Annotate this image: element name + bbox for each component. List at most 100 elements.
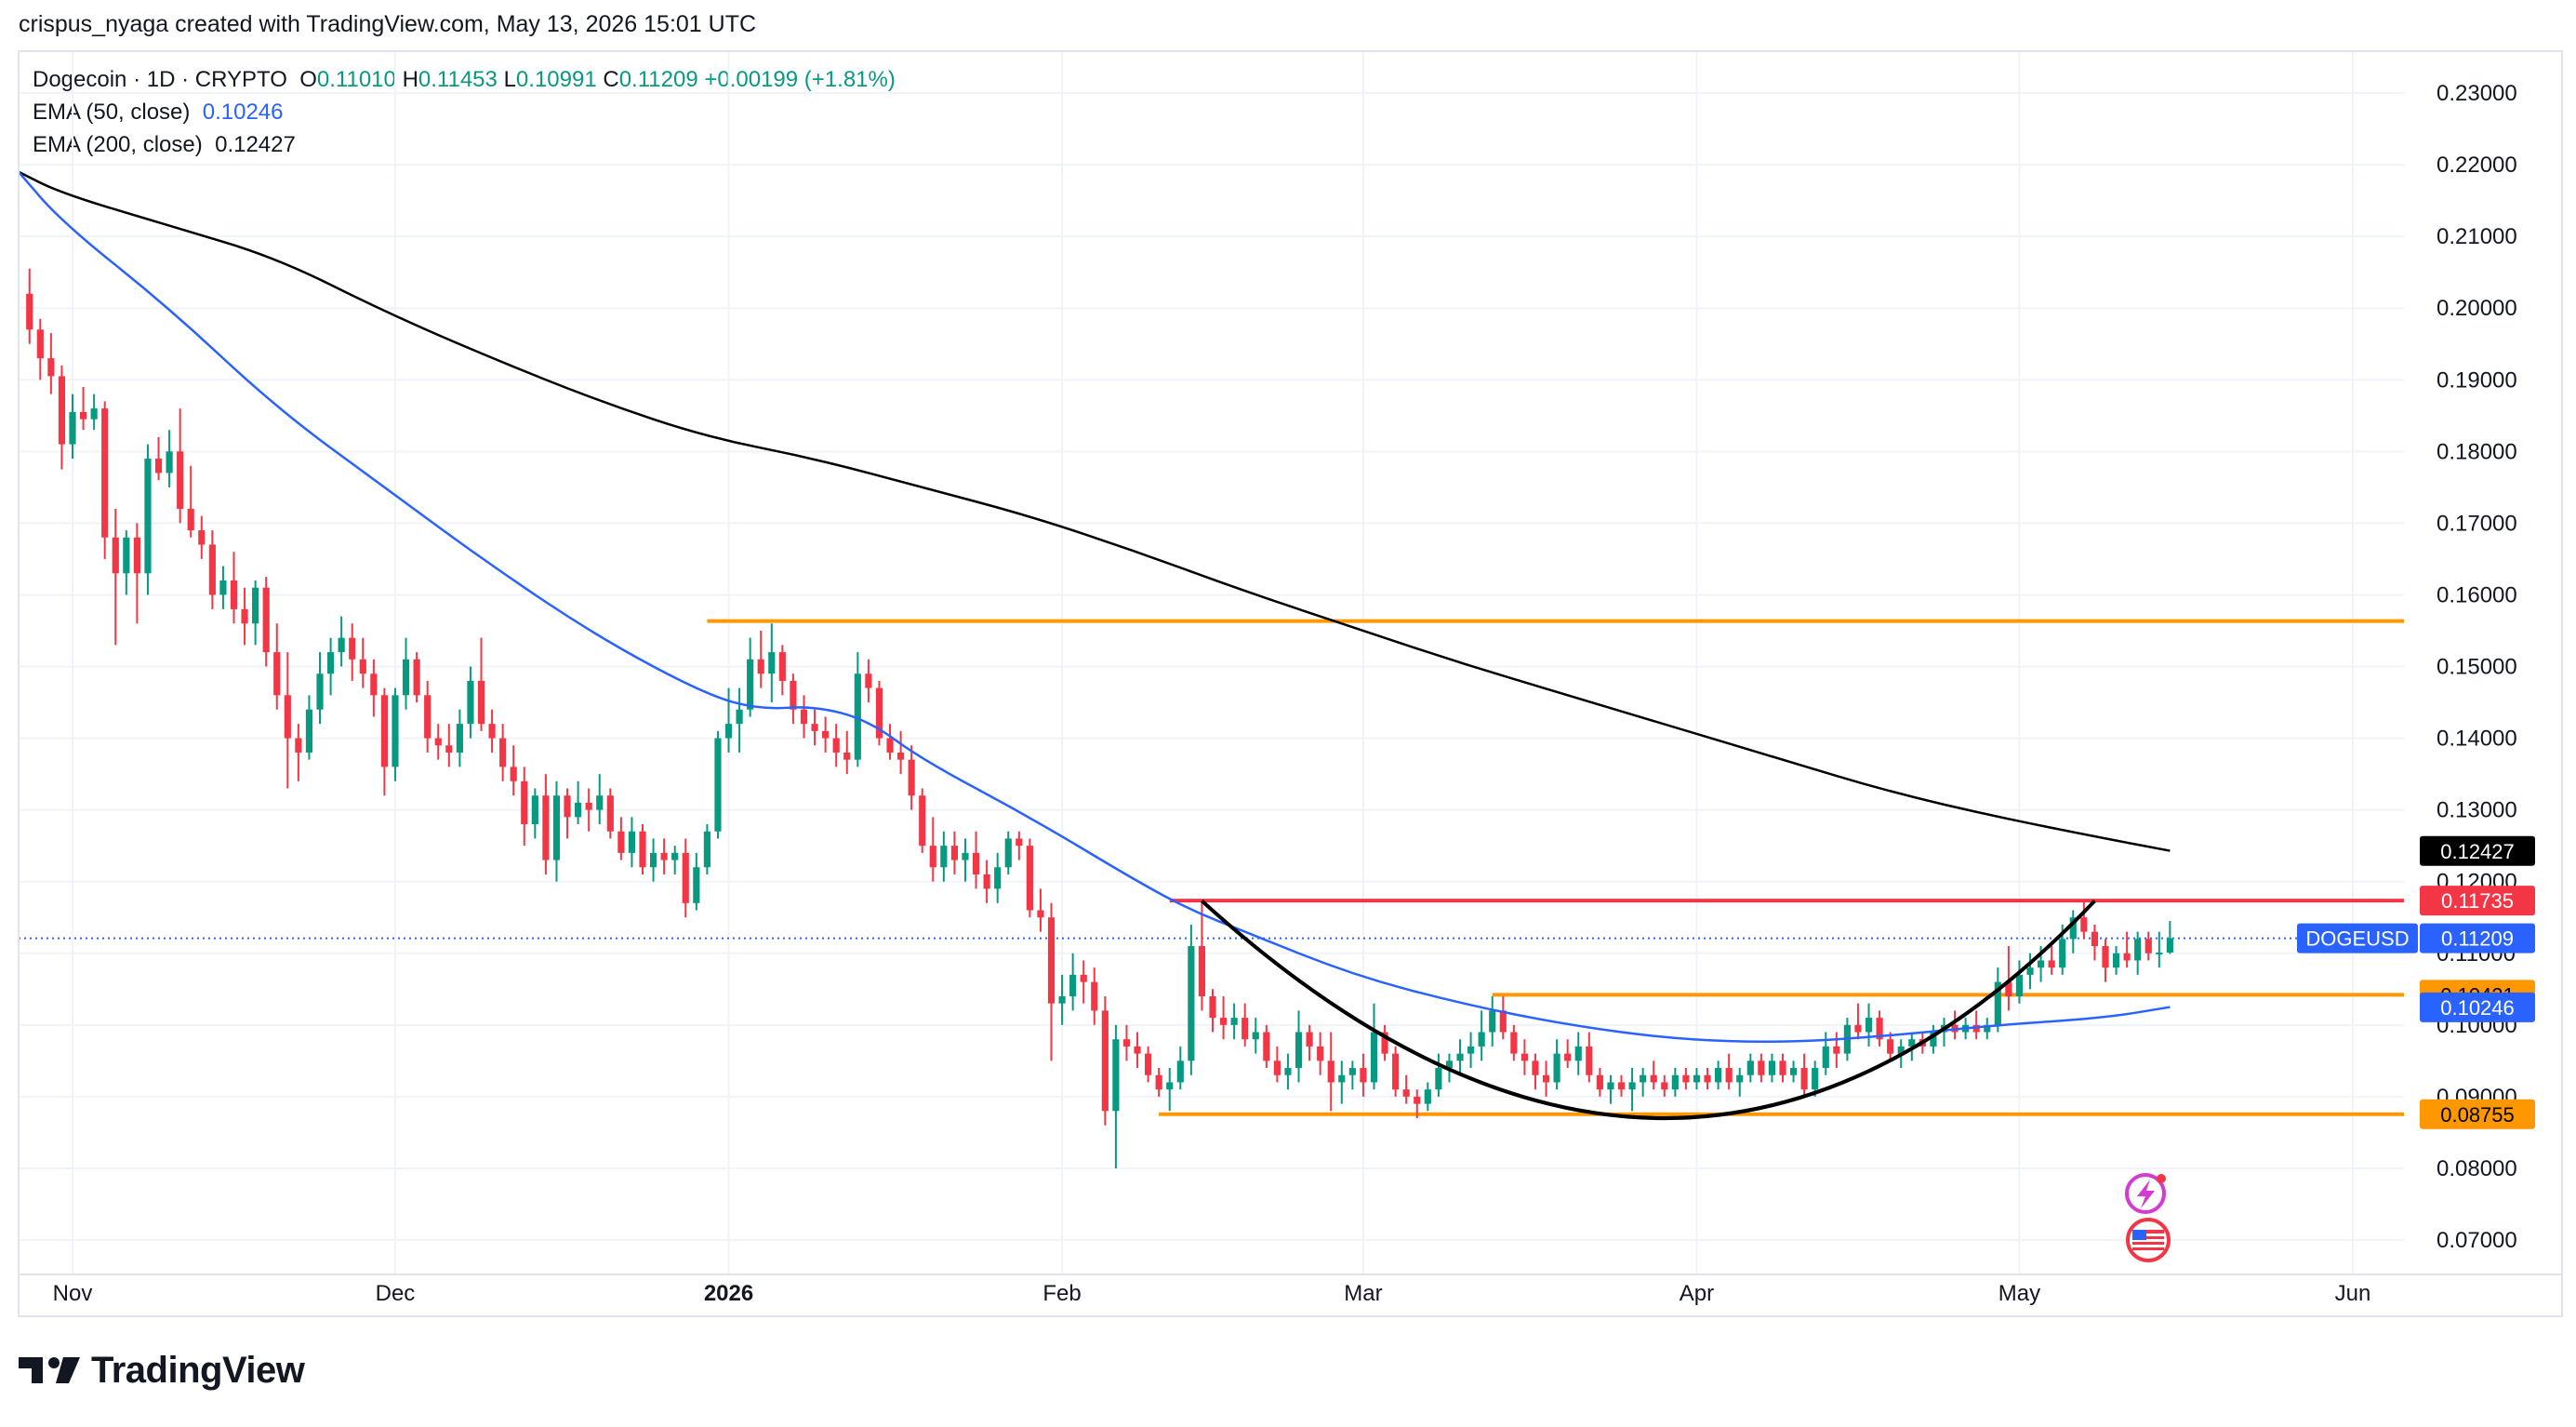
y-tick-label: 0.22000 — [2437, 153, 2517, 178]
y-tick-label: 0.20000 — [2437, 296, 2517, 321]
candle — [1812, 1060, 1819, 1097]
candle-body — [1230, 1018, 1238, 1025]
candle — [1392, 1046, 1400, 1097]
candle — [1607, 1074, 1614, 1104]
candle-body — [811, 724, 818, 731]
candle-body — [768, 652, 776, 674]
candle — [919, 788, 926, 853]
tradingview-wordmark: TradingView — [91, 1349, 305, 1391]
candle-body — [1779, 1060, 1786, 1075]
candle — [962, 838, 969, 882]
candle-body — [724, 724, 733, 739]
candle-body — [2102, 946, 2109, 968]
legend-ema50-row[interactable]: EMA (50, close) 0.10246 — [33, 96, 896, 128]
candle — [1435, 1053, 1442, 1097]
candle-body — [499, 738, 507, 767]
candle — [865, 659, 872, 703]
ema50-line — [18, 170, 2171, 1044]
candle-body — [908, 759, 915, 796]
candle-body — [2144, 939, 2152, 954]
candle — [564, 788, 571, 839]
candle — [273, 623, 281, 710]
candle-body — [736, 709, 743, 725]
candle-body — [1984, 1024, 1991, 1033]
y-tick-label: 0.19000 — [2437, 367, 2517, 393]
candle-body — [2015, 974, 2024, 996]
candle-body — [1091, 981, 1098, 1011]
candle-body — [392, 695, 399, 767]
candle-body — [1327, 1060, 1334, 1083]
candle-body — [1134, 1046, 1141, 1054]
candle — [1348, 1060, 1356, 1090]
candle-body — [1768, 1060, 1776, 1075]
candle — [402, 637, 410, 710]
price-tag-bg — [2420, 1099, 2535, 1129]
candle-body — [542, 795, 550, 860]
candle — [1854, 1003, 1862, 1040]
candle-body — [1704, 1074, 1711, 1083]
candle — [972, 831, 980, 889]
candle-body — [1370, 1032, 1378, 1083]
y-tick-label: 0.17000 — [2437, 511, 2517, 536]
horizontal-levels — [19, 619, 2404, 1116]
candle — [1424, 1082, 1431, 1112]
candle — [1725, 1053, 1733, 1090]
candle-body — [456, 724, 463, 753]
candle-body — [1682, 1074, 1690, 1083]
y-tick-label: 0.16000 — [2437, 582, 2517, 607]
candle-body — [1145, 1053, 1152, 1075]
candle-body — [58, 376, 66, 445]
candle-body — [693, 867, 700, 903]
candle-body — [1930, 1032, 1937, 1047]
candle — [1661, 1074, 1668, 1097]
candle-body — [1758, 1060, 1765, 1075]
candle — [1574, 1032, 1582, 1075]
candle-body — [262, 587, 270, 653]
candle-body — [2166, 938, 2173, 953]
candle-body — [273, 652, 281, 696]
candle — [940, 831, 948, 882]
candle — [1789, 1060, 1798, 1083]
candle-body — [26, 293, 33, 330]
price-tag: 0.12427 — [2420, 835, 2535, 866]
candle — [1219, 995, 1228, 1040]
candle — [2015, 960, 2024, 1004]
legend-symbol[interactable]: Dogecoin · 1D · CRYPTO — [33, 67, 287, 92]
candle-body — [1166, 1082, 1174, 1090]
candle — [47, 333, 55, 394]
candle — [1370, 1003, 1378, 1090]
candle-body — [1188, 946, 1195, 1061]
candle — [1166, 1068, 1174, 1112]
axes: 0.23000 0.22000 0.21000 0.20000 0.19000 0.180… — [18, 50, 2563, 1317]
candle — [693, 852, 700, 911]
legend-ema200-label: EMA (200, close) — [33, 132, 203, 157]
candle — [1930, 1024, 1937, 1054]
candle-body — [596, 795, 604, 810]
candle — [241, 587, 248, 646]
candle — [628, 817, 636, 868]
price-tag-text: 0.10246 — [2440, 996, 2515, 1020]
candle — [596, 774, 604, 825]
candle — [1586, 1032, 1593, 1083]
candle-body — [950, 846, 959, 860]
legend-ema200-row[interactable]: EMA (200, close) 0.12427 — [33, 128, 896, 161]
candle — [1016, 831, 1023, 860]
candle-body — [2069, 917, 2077, 940]
candle-body — [1284, 1068, 1292, 1075]
candle — [649, 838, 657, 882]
candle — [1026, 838, 1033, 918]
candle — [1887, 1032, 1894, 1061]
candle-body — [1402, 1089, 1410, 1097]
candle-body — [208, 544, 216, 595]
candle-body — [1542, 1074, 1550, 1083]
candle — [843, 730, 851, 775]
candle — [359, 637, 366, 688]
candle — [154, 436, 163, 481]
tradingview-logo[interactable]: TradingView — [19, 1347, 305, 1394]
candle-body — [1456, 1053, 1464, 1061]
candle — [1746, 1053, 1754, 1083]
candle-body — [1736, 1074, 1744, 1083]
candle — [284, 652, 291, 789]
candle — [2005, 946, 2012, 1011]
